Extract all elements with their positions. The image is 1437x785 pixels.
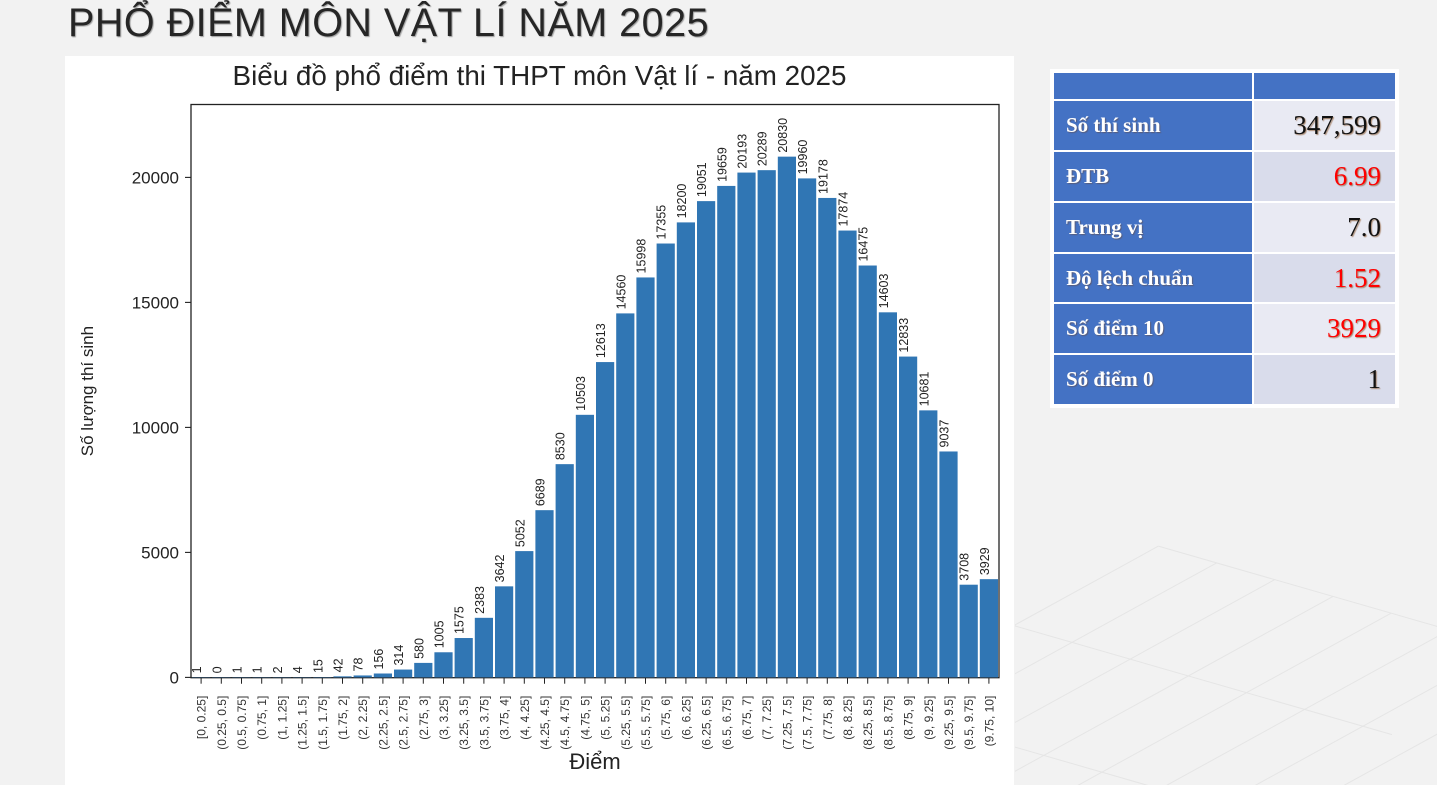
svg-text:(7, 7.25]: (7, 7.25]	[760, 696, 774, 740]
svg-text:(4.5, 4.75]: (4.5, 4.75]	[558, 696, 572, 750]
svg-text:(4.25, 4.5]: (4.25, 4.5]	[538, 696, 552, 750]
svg-text:10503: 10503	[574, 376, 588, 411]
svg-text:(5, 5.25]: (5, 5.25]	[599, 696, 613, 740]
svg-text:6689: 6689	[534, 478, 548, 506]
svg-text:(9, 9.25]: (9, 9.25]	[922, 696, 936, 740]
svg-text:2383: 2383	[473, 586, 487, 614]
svg-text:2: 2	[271, 666, 285, 673]
svg-text:(7.25, 7.5]: (7.25, 7.5]	[780, 696, 794, 750]
svg-text:12833: 12833	[897, 318, 911, 353]
svg-text:4: 4	[291, 666, 305, 673]
svg-text:156: 156	[372, 649, 386, 670]
svg-text:(5.25, 5.5]: (5.25, 5.5]	[619, 696, 633, 750]
svg-text:20289: 20289	[756, 131, 770, 166]
svg-text:1: 1	[251, 666, 265, 673]
svg-text:17874: 17874	[837, 192, 851, 227]
svg-text:17355: 17355	[655, 205, 669, 240]
svg-text:(0.75, 1]: (0.75, 1]	[255, 696, 269, 740]
svg-text:5000: 5000	[141, 543, 179, 562]
svg-text:14560: 14560	[614, 275, 628, 310]
svg-text:Số lượng thí sinh: Số lượng thí sinh	[78, 326, 97, 456]
svg-text:5052: 5052	[513, 519, 527, 547]
svg-text:15000: 15000	[132, 293, 179, 312]
svg-text:(7.75, 8]: (7.75, 8]	[821, 696, 835, 740]
svg-text:(6, 6.25]: (6, 6.25]	[679, 696, 693, 740]
svg-text:78: 78	[352, 657, 366, 671]
svg-text:(4.75, 5]: (4.75, 5]	[578, 696, 592, 740]
svg-text:(2.25, 2.5]: (2.25, 2.5]	[376, 696, 390, 750]
svg-text:(9.5, 9.75]: (9.5, 9.75]	[962, 696, 976, 750]
svg-text:1: 1	[231, 666, 245, 673]
svg-text:15: 15	[311, 659, 325, 673]
svg-text:(5.5, 5.75]: (5.5, 5.75]	[639, 696, 653, 750]
svg-text:(8, 8.25]: (8, 8.25]	[841, 696, 855, 740]
svg-text:(3.5, 3.75]: (3.5, 3.75]	[477, 696, 491, 750]
svg-text:(6.5, 6.75]: (6.5, 6.75]	[720, 696, 734, 750]
svg-text:(7.5, 7.75]: (7.5, 7.75]	[801, 696, 815, 750]
svg-text:18200: 18200	[675, 184, 689, 219]
svg-text:(4, 4.25]: (4, 4.25]	[518, 696, 532, 740]
svg-text:10000: 10000	[132, 418, 179, 437]
svg-text:3642: 3642	[493, 554, 507, 582]
svg-text:8530: 8530	[554, 432, 568, 460]
svg-text:1005: 1005	[433, 620, 447, 648]
svg-text:(9.75, 10]: (9.75, 10]	[982, 696, 996, 747]
svg-text:Điểm: Điểm	[569, 749, 620, 774]
svg-text:(2.5, 2.75]: (2.5, 2.75]	[397, 696, 411, 750]
svg-text:(6.25, 6.5]: (6.25, 6.5]	[700, 696, 714, 750]
svg-text:(2, 2.25]: (2, 2.25]	[356, 696, 370, 740]
svg-text:1575: 1575	[453, 606, 467, 634]
svg-text:314: 314	[392, 645, 406, 666]
svg-text:1: 1	[190, 666, 204, 673]
svg-text:(0.25, 0.5]: (0.25, 0.5]	[215, 696, 229, 750]
svg-text:(0.5, 0.75]: (0.5, 0.75]	[235, 696, 249, 750]
svg-text:(8.25, 8.5]: (8.25, 8.5]	[861, 696, 875, 750]
svg-text:20000: 20000	[132, 168, 179, 187]
svg-text:9037: 9037	[938, 420, 952, 448]
svg-text:(1, 1.25]: (1, 1.25]	[275, 696, 289, 740]
svg-text:(3, 3.25]: (3, 3.25]	[437, 696, 451, 740]
svg-text:15998: 15998	[635, 239, 649, 274]
svg-text:12613: 12613	[594, 323, 608, 358]
svg-text:0: 0	[210, 666, 224, 673]
svg-text:(8.75, 9]: (8.75, 9]	[902, 696, 916, 740]
svg-text:19051: 19051	[695, 162, 709, 197]
svg-text:(9.25, 9.5]: (9.25, 9.5]	[942, 696, 956, 750]
svg-text:(1.25, 1.5]: (1.25, 1.5]	[296, 696, 310, 750]
svg-text:580: 580	[412, 638, 426, 659]
svg-text:(2.75, 3]: (2.75, 3]	[417, 696, 431, 740]
svg-text:20193: 20193	[736, 134, 750, 169]
svg-text:(1.75, 2]: (1.75, 2]	[336, 696, 350, 740]
svg-text:42: 42	[332, 658, 346, 672]
svg-text:(3.25, 3.5]: (3.25, 3.5]	[457, 696, 471, 750]
svg-text:16475: 16475	[857, 227, 871, 262]
svg-text:19178: 19178	[816, 159, 830, 194]
svg-text:19960: 19960	[796, 140, 810, 175]
svg-text:(1.5, 1.75]: (1.5, 1.75]	[316, 696, 330, 750]
svg-text:[0, 0.25]: [0, 0.25]	[195, 696, 209, 739]
svg-text:20830: 20830	[776, 118, 790, 153]
svg-text:(5.75, 6]: (5.75, 6]	[659, 696, 673, 740]
svg-text:0: 0	[170, 668, 179, 687]
svg-text:14603: 14603	[877, 274, 891, 309]
svg-text:10681: 10681	[917, 372, 931, 407]
svg-text:3708: 3708	[958, 553, 972, 581]
svg-text:19659: 19659	[715, 147, 729, 182]
svg-text:(8.5, 8.75]: (8.5, 8.75]	[881, 696, 895, 750]
svg-text:(3.75, 4]: (3.75, 4]	[498, 696, 512, 740]
svg-text:(6.75, 7]: (6.75, 7]	[740, 696, 754, 740]
svg-text:3929: 3929	[978, 547, 992, 575]
